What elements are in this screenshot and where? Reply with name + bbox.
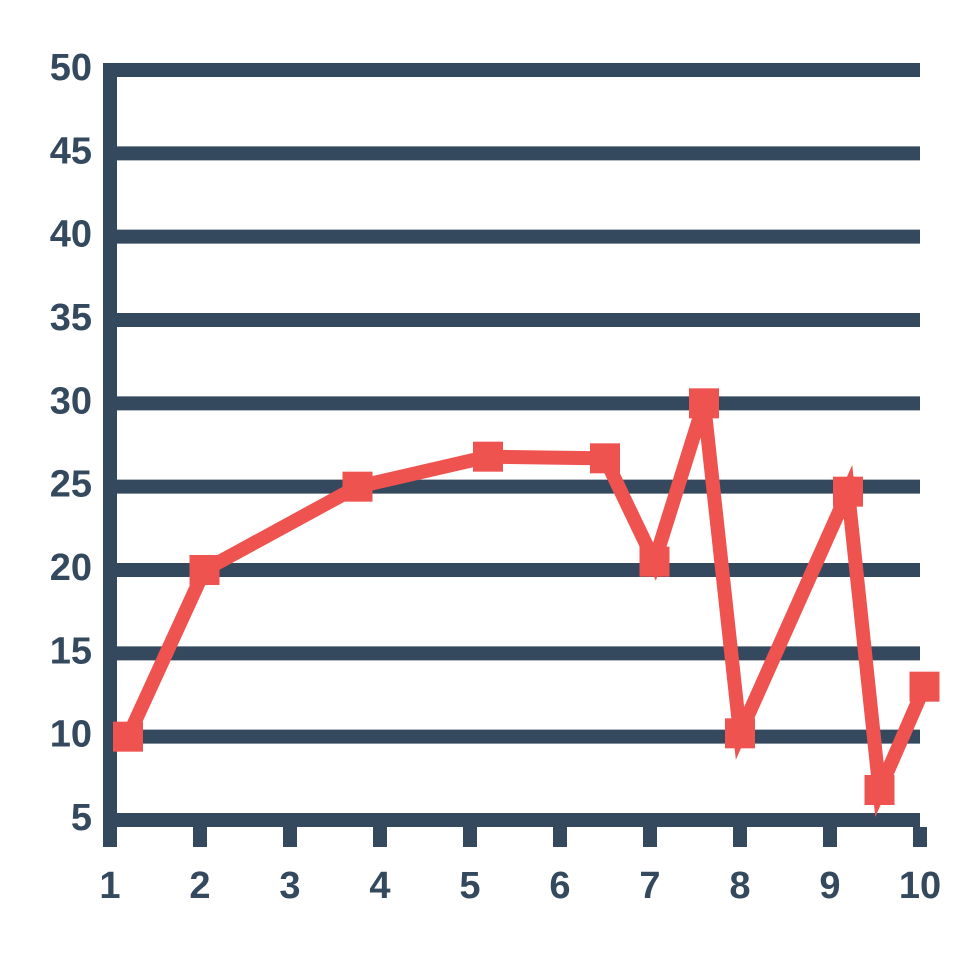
series-marker [590,443,620,473]
x-tick-label: 9 [819,865,840,907]
series-marker [190,555,220,585]
series-marker [640,547,670,577]
series-marker [725,718,755,748]
y-tick-label: 10 [50,714,92,756]
x-tick-label: 1 [99,865,120,907]
y-tick-label: 20 [50,547,92,589]
y-tick-label: 35 [50,297,92,339]
y-tick-label: 50 [50,47,92,89]
x-tick-label: 10 [899,865,941,907]
x-tick-label: 7 [639,865,660,907]
x-tick-label: 3 [279,865,300,907]
y-tick-label: 5 [71,797,92,839]
line-chart: 510152025303540455012345678910 [0,0,980,980]
x-tick-label: 5 [459,865,480,907]
x-tick-label: 4 [369,865,390,907]
series-marker [473,442,503,472]
x-tick-label: 8 [729,865,750,907]
series-marker [689,388,719,418]
series-marker [865,775,895,805]
y-tick-label: 45 [50,130,92,172]
series-marker [910,672,940,702]
y-tick-label: 25 [50,464,92,506]
x-tick-label: 2 [189,865,210,907]
y-tick-label: 30 [50,380,92,422]
chart-svg: 510152025303540455012345678910 [0,0,980,980]
series-marker [343,472,373,502]
series-marker [113,722,143,752]
series-marker [833,477,863,507]
y-tick-label: 15 [50,630,92,672]
y-tick-label: 40 [50,214,92,256]
x-tick-label: 6 [549,865,570,907]
